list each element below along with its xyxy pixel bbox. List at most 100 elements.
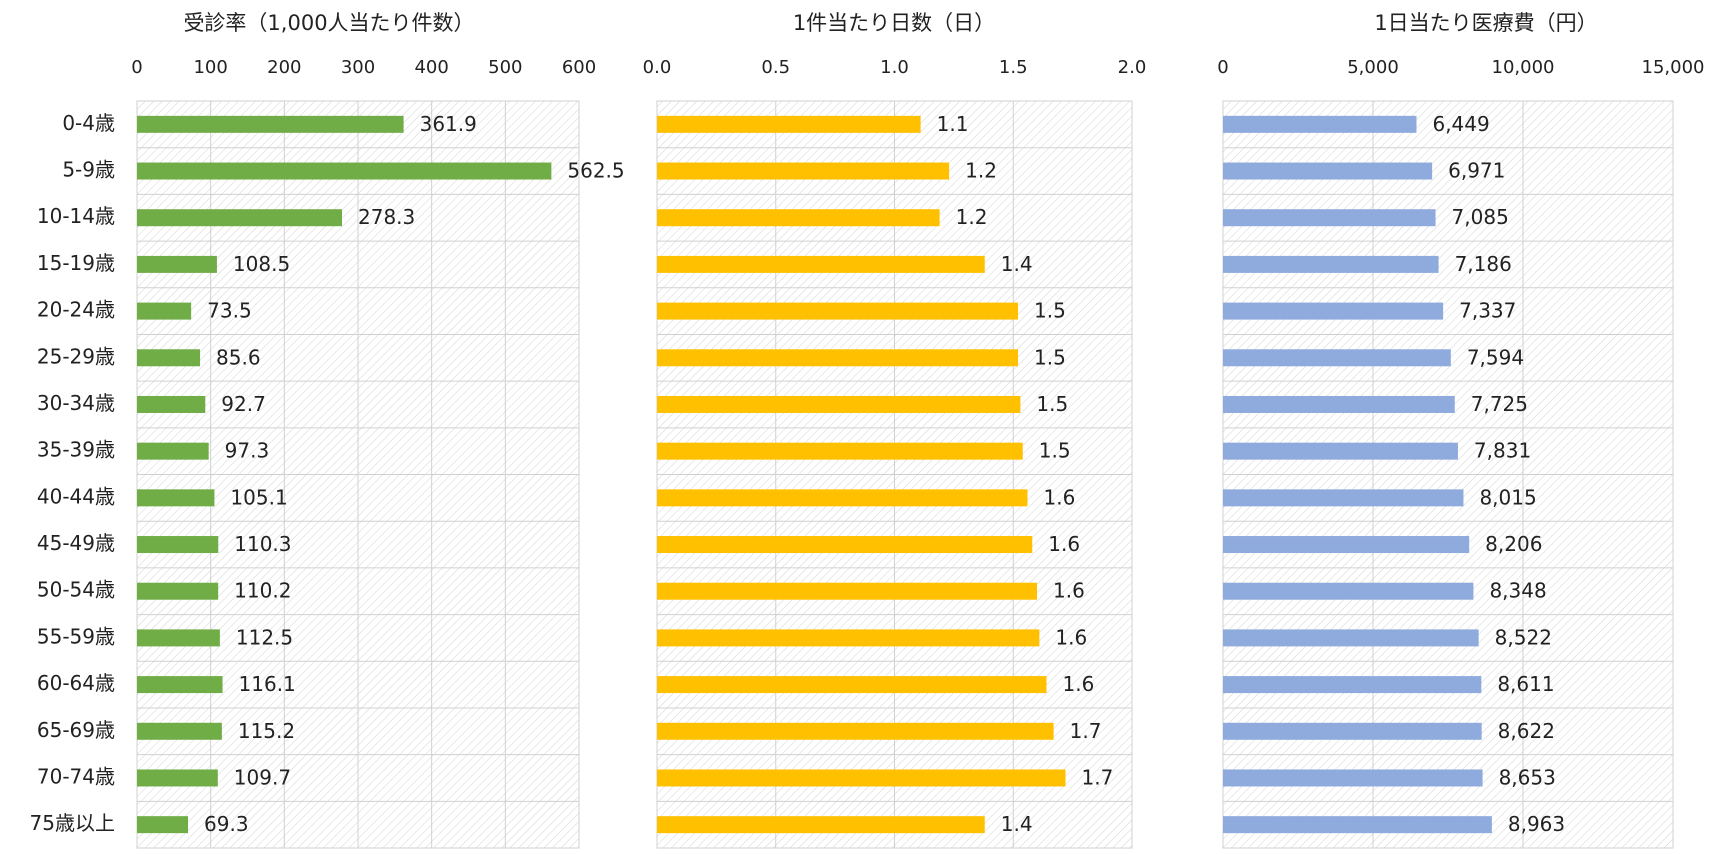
bar bbox=[1223, 676, 1482, 694]
bar bbox=[137, 209, 343, 227]
value-label: 1.7 bbox=[1070, 719, 1102, 743]
bar bbox=[657, 442, 1023, 460]
bar bbox=[657, 302, 1018, 320]
value-label: 115.2 bbox=[238, 719, 295, 743]
value-label: 105.1 bbox=[230, 485, 287, 509]
bar bbox=[137, 302, 192, 320]
category-label: 25-29歳 bbox=[37, 344, 115, 368]
value-label: 7,594 bbox=[1467, 345, 1524, 369]
bar bbox=[137, 349, 201, 367]
bar bbox=[1223, 209, 1436, 227]
bar bbox=[1223, 722, 1482, 740]
value-label: 92.7 bbox=[221, 392, 266, 416]
value-label: 7,085 bbox=[1452, 205, 1509, 229]
value-label: 116.1 bbox=[239, 672, 296, 696]
bar bbox=[137, 582, 219, 600]
bar bbox=[137, 629, 220, 647]
bar bbox=[1223, 769, 1483, 787]
bar bbox=[137, 442, 209, 460]
value-label: 97.3 bbox=[225, 439, 270, 463]
bar bbox=[137, 255, 217, 273]
x-tick-label: 500 bbox=[488, 57, 522, 78]
chart-title: 1日当たり医療費（円） bbox=[1374, 11, 1597, 35]
bar bbox=[1223, 395, 1455, 413]
bar bbox=[1223, 255, 1439, 273]
value-label: 1.6 bbox=[1063, 672, 1095, 696]
category-label: 15-19歳 bbox=[37, 251, 115, 275]
value-label: 7,725 bbox=[1471, 392, 1528, 416]
value-label: 1.6 bbox=[1053, 579, 1085, 603]
value-label: 6,449 bbox=[1432, 112, 1489, 136]
category-label: 20-24歳 bbox=[37, 298, 115, 322]
x-tick-label: 2.0 bbox=[1118, 57, 1147, 78]
x-tick-label: 300 bbox=[341, 57, 375, 78]
value-label: 8,206 bbox=[1485, 532, 1542, 556]
bar bbox=[657, 209, 940, 227]
value-label: 8,963 bbox=[1508, 812, 1565, 836]
value-label: 6,971 bbox=[1448, 159, 1505, 183]
bar bbox=[1223, 536, 1470, 554]
value-label: 278.3 bbox=[358, 205, 415, 229]
bar bbox=[657, 722, 1054, 740]
value-label: 1.6 bbox=[1048, 532, 1080, 556]
category-label: 55-59歳 bbox=[37, 624, 115, 648]
category-label: 65-69歳 bbox=[37, 718, 115, 742]
x-tick-label: 400 bbox=[414, 57, 448, 78]
bar bbox=[137, 489, 215, 507]
value-label: 7,186 bbox=[1455, 252, 1512, 276]
bar bbox=[137, 769, 218, 787]
bar bbox=[1223, 629, 1479, 647]
bar bbox=[657, 349, 1018, 367]
value-label: 8,015 bbox=[1479, 485, 1536, 509]
x-tick-label: 1.0 bbox=[880, 57, 909, 78]
category-label: 0-4歳 bbox=[62, 111, 115, 135]
x-tick-label: 100 bbox=[193, 57, 227, 78]
bar bbox=[1223, 489, 1464, 507]
bar bbox=[137, 162, 552, 180]
x-tick-label: 0.5 bbox=[761, 57, 790, 78]
bar bbox=[657, 582, 1037, 600]
value-label: 1.4 bbox=[1001, 812, 1033, 836]
x-tick-label: 0 bbox=[131, 57, 142, 78]
x-tick-label: 600 bbox=[562, 57, 596, 78]
bar bbox=[1223, 302, 1444, 320]
value-label: 112.5 bbox=[236, 625, 293, 649]
value-label: 108.5 bbox=[233, 252, 290, 276]
category-label: 45-49歳 bbox=[37, 531, 115, 555]
value-label: 73.5 bbox=[207, 299, 252, 323]
x-tick-label: 0.0 bbox=[643, 57, 672, 78]
bar bbox=[657, 769, 1066, 787]
value-label: 1.6 bbox=[1055, 625, 1087, 649]
value-label: 8,348 bbox=[1489, 579, 1546, 603]
bar bbox=[1223, 442, 1458, 460]
bar bbox=[137, 115, 404, 133]
bar bbox=[1223, 349, 1451, 367]
x-tick-label: 0 bbox=[1217, 57, 1228, 78]
category-label: 35-39歳 bbox=[37, 438, 115, 462]
bar bbox=[137, 676, 223, 694]
bar bbox=[657, 395, 1021, 413]
bar bbox=[657, 816, 985, 834]
category-label: 60-64歳 bbox=[37, 671, 115, 695]
category-label: 5-9歳 bbox=[62, 158, 115, 182]
value-label: 7,337 bbox=[1459, 299, 1516, 323]
value-label: 1.5 bbox=[1036, 392, 1068, 416]
x-tick-label: 10,000 bbox=[1492, 57, 1555, 78]
x-tick-label: 15,000 bbox=[1642, 57, 1705, 78]
bar bbox=[657, 162, 950, 180]
value-label: 1.2 bbox=[956, 205, 988, 229]
bar bbox=[1223, 816, 1492, 834]
category-label: 50-54歳 bbox=[37, 578, 115, 602]
chart-title: 受診率（1,000人当たり件数） bbox=[183, 11, 474, 35]
value-label: 1.5 bbox=[1034, 345, 1066, 369]
value-label: 1.2 bbox=[965, 159, 997, 183]
category-label: 75歳以上 bbox=[30, 811, 115, 835]
bar bbox=[1223, 162, 1433, 180]
value-label: 1.7 bbox=[1082, 765, 1114, 789]
x-tick-label: 1.5 bbox=[999, 57, 1028, 78]
value-label: 8,522 bbox=[1495, 625, 1552, 649]
value-label: 361.9 bbox=[420, 112, 477, 136]
x-tick-label: 200 bbox=[267, 57, 301, 78]
value-label: 110.3 bbox=[234, 532, 291, 556]
bar bbox=[1223, 582, 1474, 600]
